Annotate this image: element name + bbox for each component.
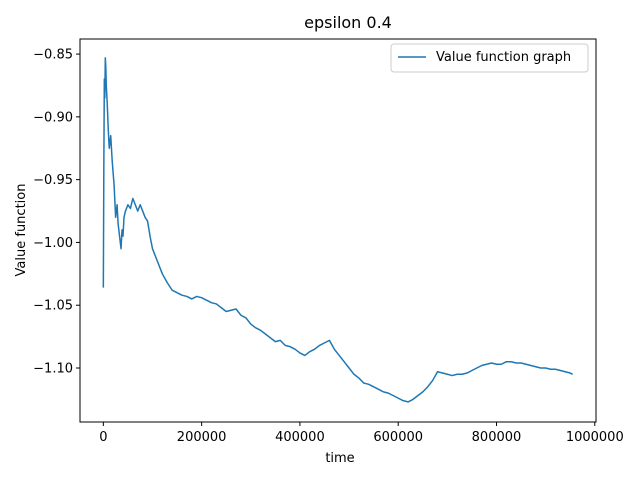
- x-tick-label: 600000: [373, 430, 423, 445]
- x-tick-label: 1000000: [566, 430, 624, 445]
- legend-label: Value function graph: [436, 50, 571, 65]
- x-tick-label: 400000: [275, 430, 325, 445]
- x-tick-label: 800000: [472, 430, 522, 445]
- y-tick-label: −1.10: [33, 362, 73, 377]
- y-tick-label: −0.85: [33, 48, 73, 63]
- legend-box: [390, 43, 589, 73]
- chart-title: epsilon 0.4: [304, 13, 392, 32]
- series-line: [102, 57, 573, 403]
- x-axis-label: time: [325, 451, 354, 466]
- plot-area: [79, 38, 597, 423]
- y-axis: −1.10 −1.05 −1.00 −0.95 −0.90 −0.85: [33, 48, 80, 377]
- x-tick-label: 0: [99, 430, 107, 445]
- y-axis-label: Value function: [14, 184, 29, 277]
- y-tick-label: −0.95: [33, 173, 73, 188]
- y-tick-label: −0.90: [33, 110, 73, 125]
- x-axis: 0 200000 400000 600000 800000 1000000: [99, 422, 624, 445]
- legend: Value function graph: [390, 43, 589, 73]
- plot-frame: [79, 38, 597, 423]
- y-tick-label: −1.00: [33, 236, 73, 251]
- y-tick-label: −1.05: [33, 299, 73, 314]
- x-tick-label: 200000: [177, 430, 227, 445]
